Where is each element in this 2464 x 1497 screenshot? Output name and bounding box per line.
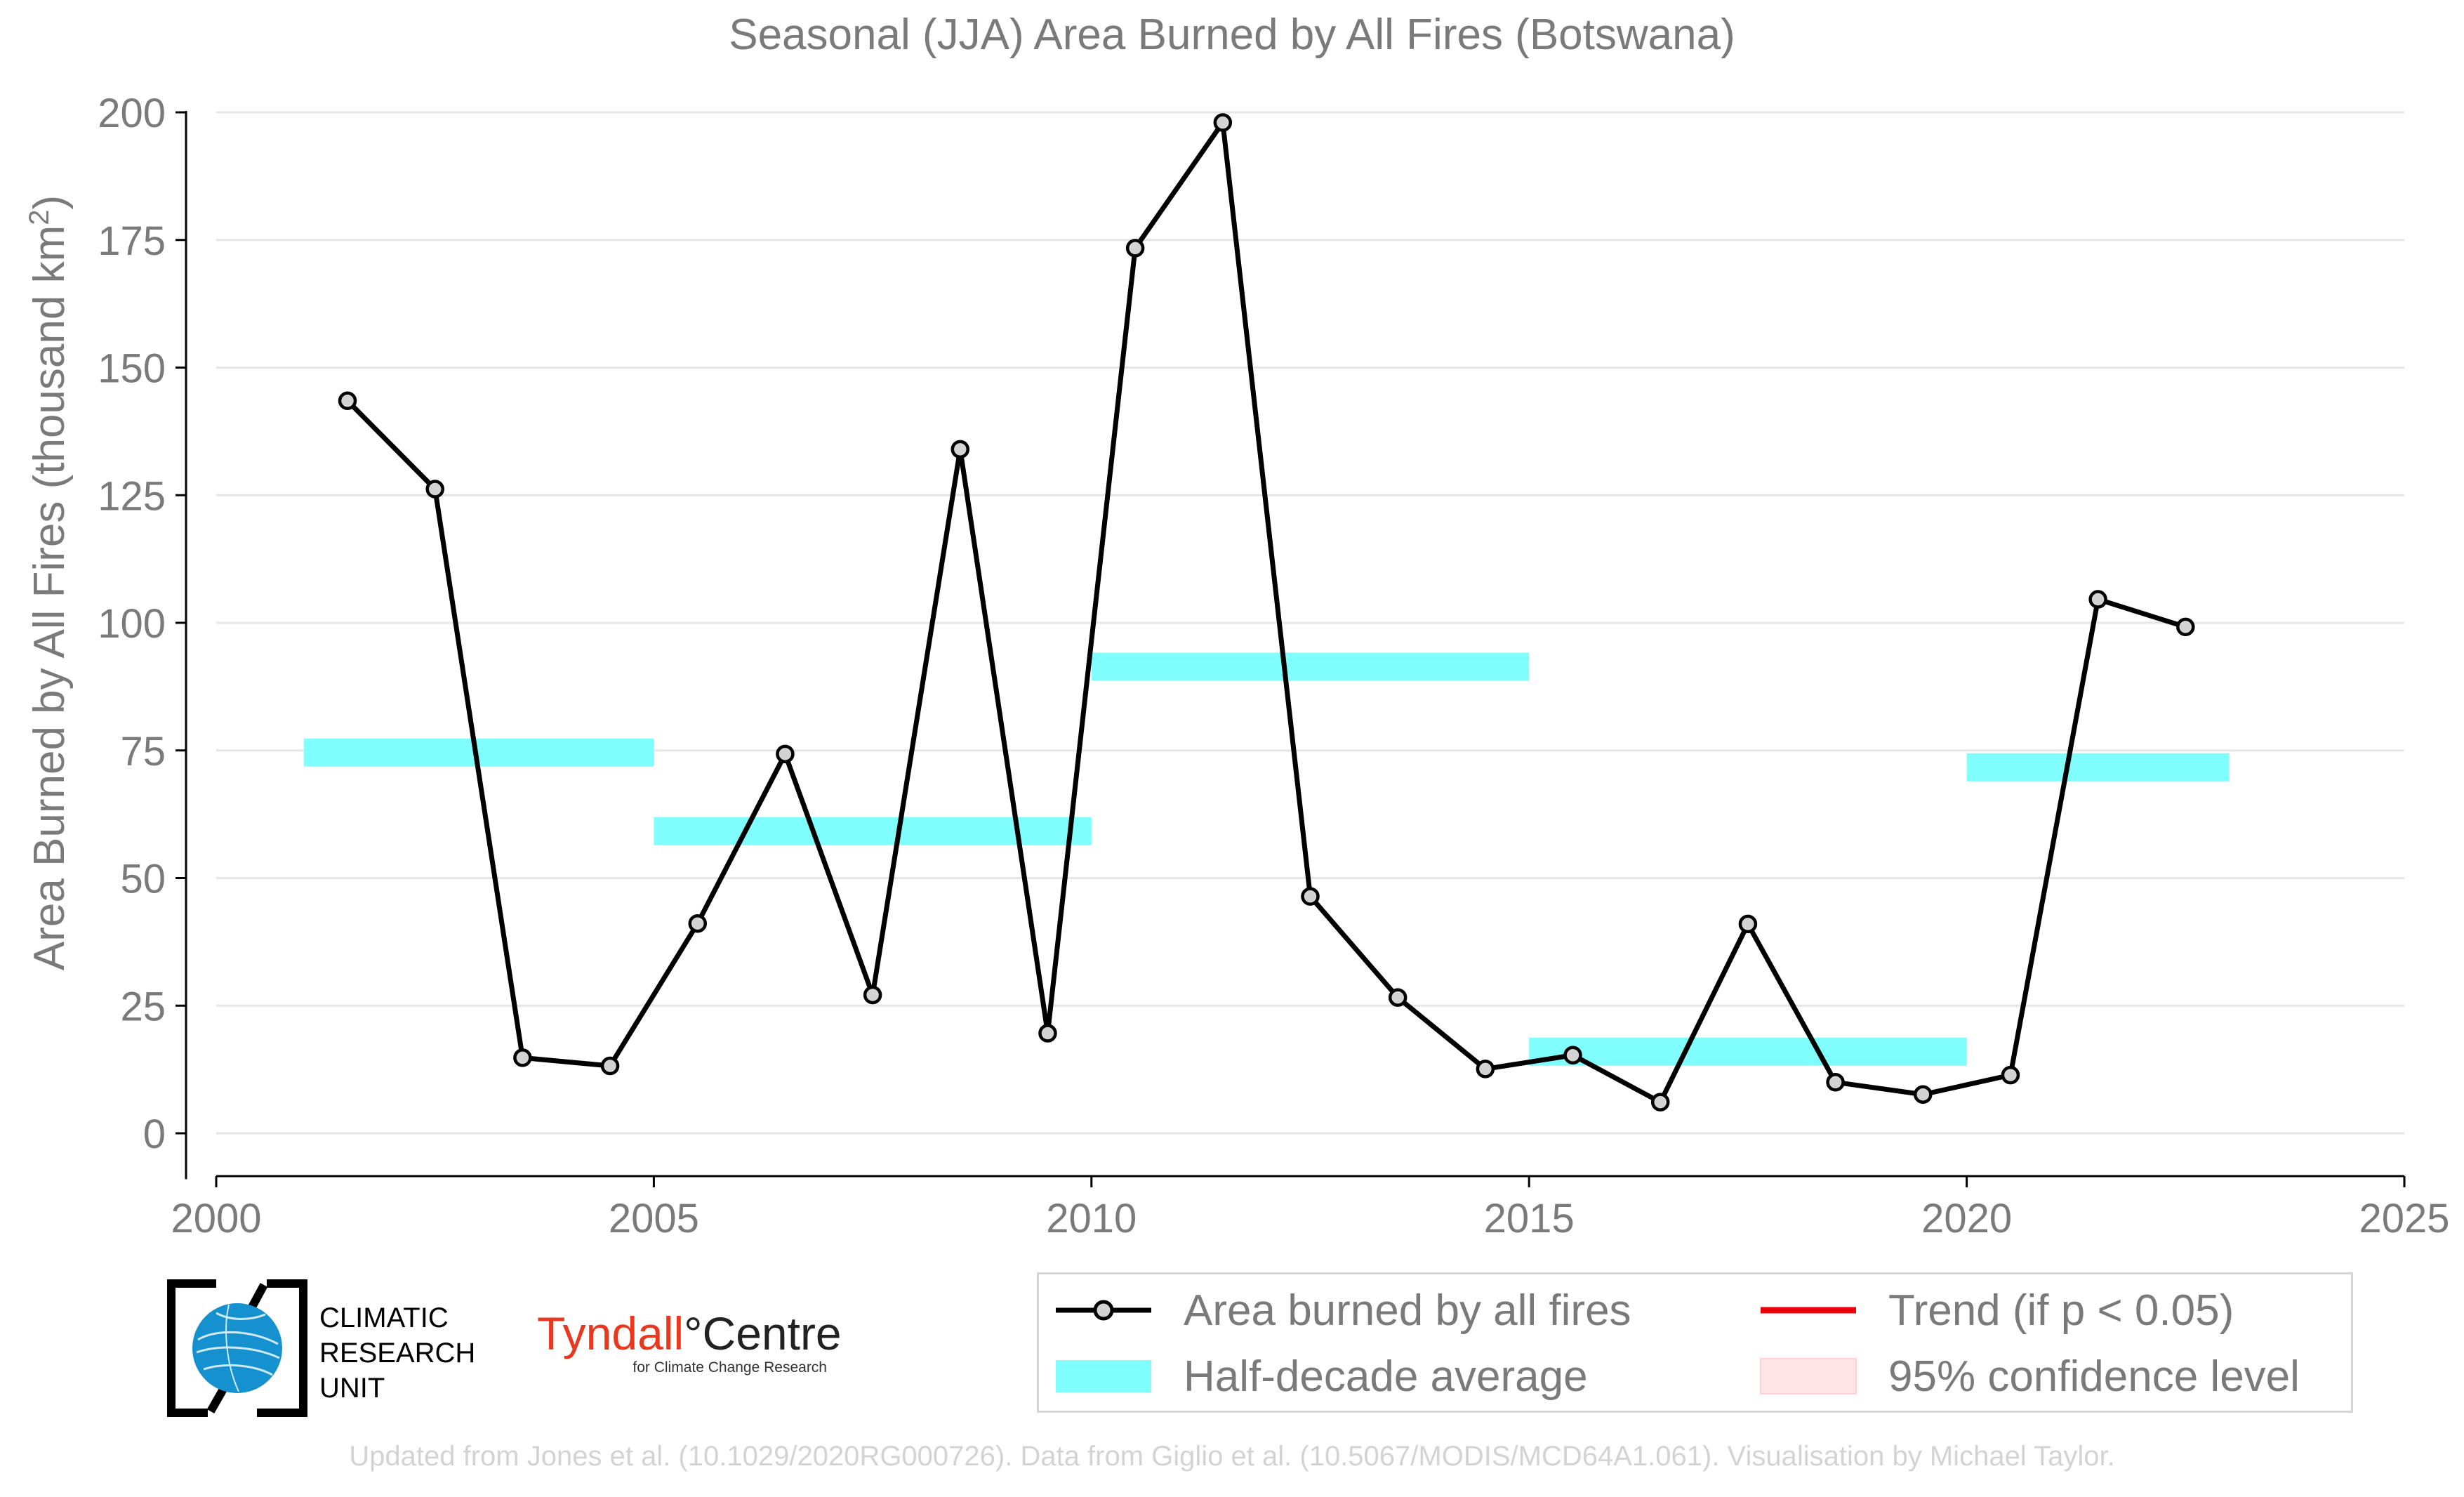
chart-title: Seasonal (JJA) Area Burned by All Fires …	[729, 11, 1735, 59]
data-point-2005.5	[688, 914, 707, 933]
cru-line-1: CLIMATIC	[319, 1303, 449, 1333]
x-tick-label-2005: 2005	[609, 1196, 699, 1241]
data-point-2021.5	[2088, 590, 2107, 609]
gridlines	[216, 111, 2404, 1135]
legend-label-confidence: 95% confidence level	[1888, 1352, 2300, 1401]
series-line	[345, 120, 2187, 1105]
half-decade-bar-2020	[1966, 753, 2230, 782]
legend-item-confidence: 95% confidence level	[1759, 1345, 2300, 1408]
y-tick-label-0: 0	[143, 1112, 166, 1157]
cru-logo: CLIMATIC RESEARCH UNIT	[167, 1279, 490, 1417]
series-area-burned	[338, 113, 2195, 1112]
legend-label-half-decade: Half-decade average	[1184, 1352, 1588, 1401]
legend-label-area: Area burned by all fires	[1184, 1286, 1631, 1335]
half-decade-bar-2005	[654, 817, 1092, 845]
y-tick-label-100: 100	[98, 601, 166, 647]
half-decade-bars	[303, 652, 2230, 1066]
data-point-2016.5	[1650, 1093, 1670, 1112]
data-point-2011.5	[1213, 113, 1233, 132]
tyndall-subtitle: for Climate Change Research	[632, 1359, 827, 1376]
legend-swatch-trend	[1759, 1279, 1857, 1342]
legend-swatch-confidence	[1759, 1345, 1857, 1408]
data-point-2017.5	[1738, 914, 1758, 934]
half-decade-bar-2010	[1091, 652, 1530, 681]
legend-item-half-decade: Half-decade average	[1054, 1345, 1588, 1408]
x-tick-label-2015: 2015	[1484, 1196, 1575, 1241]
x-tick-label-2010: 2010	[1046, 1196, 1137, 1241]
data-point-2010.5	[1125, 239, 1145, 258]
legend-swatch-half-decade	[1054, 1345, 1153, 1408]
data-point-2022.5	[2176, 617, 2195, 637]
legend-label-trend: Trend (if p < 0.05)	[1888, 1286, 2234, 1335]
y-tick-label-125: 125	[98, 473, 166, 519]
y-tick-label-50: 50	[120, 857, 166, 902]
tyndall-logo: Tyndall°Centre for Climate Change Resear…	[537, 1307, 842, 1386]
legend-item-area: Area burned by all fires	[1054, 1279, 1631, 1342]
legend: Area burned by all fires Half-decade ave…	[1037, 1272, 2353, 1413]
data-point-2014.5	[1476, 1060, 1495, 1079]
data-point-2003.5	[513, 1048, 532, 1067]
axes: 0 25 50 75 100 125 150 175 200 2000 2005 2010 2015 20…	[98, 91, 2449, 1241]
y-tick-label-75: 75	[120, 729, 166, 774]
data-point-2013.5	[1388, 988, 1407, 1007]
legend-swatch-line-marker	[1054, 1279, 1153, 1342]
half-decade-bar-2015	[1529, 1037, 1967, 1066]
data-point-2020.5	[2001, 1065, 2020, 1085]
cru-text: CLIMATIC RESEARCH UNIT	[319, 1300, 475, 1406]
data-point-2015.5	[1563, 1046, 1582, 1065]
x-tick-label-2025: 2025	[2359, 1196, 2449, 1241]
cru-line-3: UNIT	[319, 1373, 385, 1404]
data-point-2004.5	[600, 1056, 620, 1076]
data-point-2018.5	[1826, 1073, 1845, 1092]
cru-globe-icon	[167, 1279, 307, 1417]
x-tick-label-2000: 2000	[171, 1196, 261, 1241]
data-point-2002.5	[425, 480, 444, 499]
cru-line-2: RESEARCH	[319, 1338, 476, 1369]
y-tick-label-200: 200	[98, 91, 166, 136]
data-point-2008.5	[951, 440, 970, 459]
data-point-2019.5	[1914, 1085, 1933, 1104]
data-point-2006.5	[776, 744, 795, 764]
data-point-2007.5	[863, 985, 882, 1005]
y-tick-label-150: 150	[98, 346, 166, 392]
y-tick-label-25: 25	[120, 984, 166, 1029]
data-point-2012.5	[1301, 887, 1320, 906]
tyndall-wordmark: Tyndall°Centre	[537, 1307, 842, 1359]
x-tick-label-2020: 2020	[1921, 1196, 2012, 1241]
legend-item-trend: Trend (if p < 0.05)	[1759, 1279, 2234, 1342]
y-tick-label-175: 175	[98, 218, 166, 264]
data-point-2009.5	[1038, 1024, 1057, 1043]
footer-credits: Updated from Jones et al. (10.1029/2020R…	[349, 1441, 2115, 1472]
data-point-2001.5	[338, 391, 357, 411]
y-axis-label: Area Burned by All Fires (thousand km2)	[24, 194, 74, 971]
